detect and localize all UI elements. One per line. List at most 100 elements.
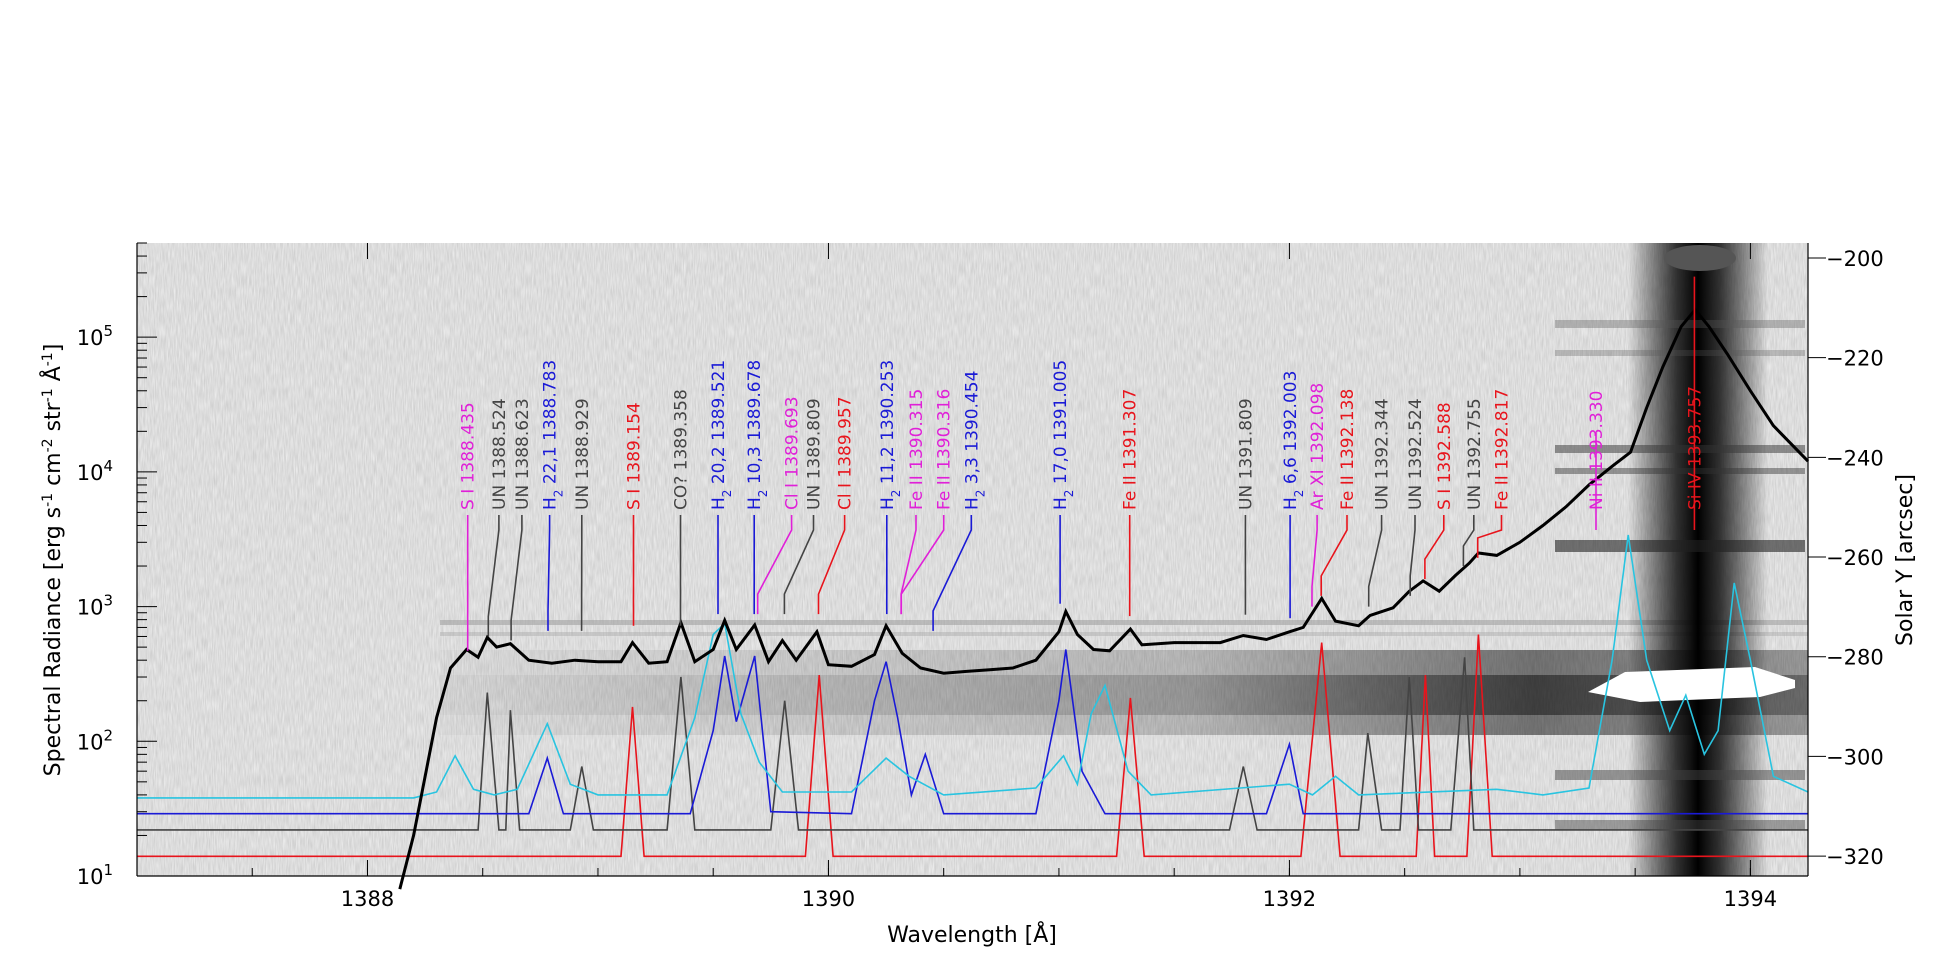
line-id-text: H — [709, 497, 729, 510]
line-id-text: H — [541, 497, 561, 510]
line-id-text: H — [962, 497, 982, 510]
line-id-marker — [547, 515, 551, 631]
y-axis-title-part: -1 — [40, 352, 56, 366]
line-id-text2: 6,6 1392.003 — [1281, 371, 1301, 490]
line-id-text2: 3,3 1390.454 — [962, 371, 982, 490]
y-tick-exp: 3 — [103, 592, 113, 610]
line-id-text: UN 1388.524 — [490, 398, 510, 510]
line-id-label: H2 6,6 1392.003 — [1281, 371, 1306, 510]
y-tick-base: 10 — [77, 461, 104, 485]
y-tick-label-left: 105 — [77, 322, 113, 350]
line-id-marker — [510, 515, 523, 641]
axes — [136, 243, 1809, 877]
line-id-text: UN 1392.755 — [1465, 398, 1485, 510]
line-id-label: Ar XI 1392.098 — [1308, 383, 1328, 510]
series-line — [137, 657, 1808, 831]
x-tick-label: 1390 — [802, 887, 855, 911]
y-tick-base: 10 — [77, 596, 104, 620]
line-id-text: Ar XI 1392.098 — [1308, 383, 1328, 510]
x-tick-label: 1388 — [341, 887, 394, 911]
y-tick-label-left: 102 — [77, 726, 113, 754]
line-id-text: Fe II 1390.315 — [907, 389, 927, 510]
series-line — [398, 307, 1810, 890]
line-id-label: H2 3,3 1390.454 — [962, 371, 987, 510]
line-id-label: Fe II 1390.315 — [907, 389, 927, 510]
y-tick-label-right: −320 — [1826, 845, 1884, 869]
line-id-label: H2 17,0 1391.005 — [1051, 360, 1076, 510]
line-id-text: Cl I 1389.957 — [836, 396, 856, 510]
y-axis-title-part: -1 — [40, 388, 56, 402]
line-id-marker — [1409, 515, 1416, 596]
y-tick-label-right: −260 — [1826, 546, 1884, 570]
line-id-text: UN 1392.524 — [1406, 398, 1426, 510]
line-id-label: UN 1388.929 — [573, 398, 593, 510]
line-id-text: Fe II 1392.817 — [1493, 389, 1513, 510]
line-id-label: Cl I 1389.957 — [836, 396, 856, 510]
line-id-text2: 20,2 1389.521 — [709, 360, 729, 490]
line-id-label: UN 1388.623 — [513, 398, 533, 510]
line-id-label: Cl I 1389.693 — [783, 396, 803, 510]
line-id-text: UN 1392.344 — [1373, 398, 1393, 510]
line-id-sub: 2 — [889, 490, 903, 498]
spectrogram-background — [137, 243, 1808, 876]
line-id-marker — [1367, 515, 1383, 607]
line-id-marker — [1320, 515, 1348, 596]
y-tick-exp: 4 — [103, 457, 113, 475]
line-id-text: S I 1388.435 — [459, 402, 479, 510]
series-line — [137, 534, 1809, 799]
line-id-label: S I 1388.435 — [459, 402, 479, 510]
line-identifications: S I 1388.435 UN 1388.524 UN 1388.623 H2 22,… — [459, 276, 1705, 651]
line-id-label: S I 1389.154 — [625, 402, 645, 510]
line-id-text: S I 1392.588 — [1435, 402, 1455, 510]
line-id-text: UN 1388.929 — [573, 398, 593, 510]
line-id-label: H2 11,2 1390.253 — [878, 360, 903, 510]
y-tick-label-left: 101 — [77, 861, 113, 889]
line-id-marker — [900, 515, 945, 615]
line-id-text: Si IV 1393.757 — [1685, 386, 1705, 510]
line-id-marker — [1424, 515, 1445, 580]
line-id-label: UN 1391.809 — [1236, 398, 1256, 510]
line-id-label: Fe II 1392.138 — [1338, 389, 1358, 510]
y-axis-title-part: ] — [41, 344, 66, 353]
y-tick-label-right: −300 — [1826, 745, 1884, 769]
y-tick-label-right: −240 — [1826, 446, 1884, 470]
line-id-label: Ni II 1393.330 — [1587, 391, 1607, 510]
line-id-label: CO? 1389.358 — [672, 389, 692, 510]
y-tick-label-right: −220 — [1826, 347, 1884, 371]
line-id-label: UN 1392.344 — [1373, 398, 1393, 510]
line-id-text2: 17,0 1391.005 — [1051, 360, 1071, 490]
line-id-text: H — [878, 497, 898, 510]
line-id-text: Cl I 1389.693 — [783, 396, 803, 510]
y-axis-title-part: -2 — [40, 438, 56, 452]
y-tick-base: 10 — [77, 730, 104, 754]
line-id-label: Fe II 1390.316 — [935, 389, 955, 510]
line-id-label: Fe II 1391.307 — [1121, 389, 1141, 510]
line-id-label: H2 20,2 1389.521 — [709, 360, 734, 510]
y-axis-title-part: str — [41, 401, 66, 438]
line-id-sub: 2 — [973, 490, 987, 498]
line-id-marker — [817, 515, 846, 615]
line-id-label: H2 22,1 1388.783 — [541, 360, 566, 510]
line-id-text: UN 1389.809 — [805, 398, 825, 510]
line-id-text: Ni II 1393.330 — [1587, 391, 1607, 510]
y-tick-exp: 5 — [103, 322, 113, 340]
line-id-label: S I 1392.588 — [1435, 402, 1455, 510]
x-tick-label: 1392 — [1263, 887, 1316, 911]
line-id-text: Fe II 1391.307 — [1121, 389, 1141, 510]
line-id-sub: 2 — [756, 490, 770, 498]
series-layer — [137, 307, 1810, 890]
x-tick-label: 1394 — [1724, 887, 1777, 911]
line-id-sub: 2 — [1292, 490, 1306, 498]
y-axis-title-part: Å — [39, 366, 66, 388]
y-axis-title-part: Spectral Radiance [erg s — [41, 507, 66, 776]
line-id-marker — [932, 515, 973, 631]
y-tick-label-left: 103 — [77, 592, 113, 620]
series-line — [137, 649, 1808, 815]
y-tick-exp: 1 — [103, 861, 113, 879]
line-id-marker — [487, 515, 500, 637]
line-id-label: Si IV 1393.757 — [1685, 386, 1705, 510]
y-tick-base: 10 — [77, 326, 104, 350]
line-id-text: Fe II 1390.316 — [935, 389, 955, 510]
line-id-label: UN 1389.809 — [805, 398, 825, 510]
line-id-text: UN 1391.809 — [1236, 398, 1256, 510]
